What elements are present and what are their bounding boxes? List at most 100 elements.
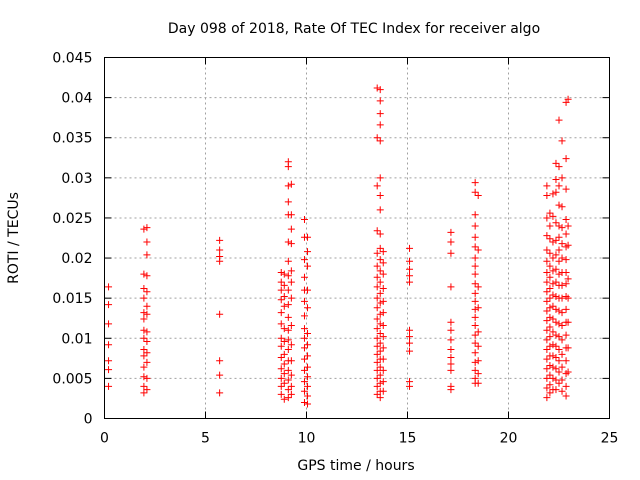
data-point <box>558 350 566 358</box>
data-point <box>376 121 384 129</box>
data-point <box>304 382 312 390</box>
data-point <box>471 289 479 297</box>
data-point <box>546 285 554 293</box>
data-point <box>552 251 560 259</box>
data-point <box>277 354 285 362</box>
data-point <box>543 232 551 240</box>
x-tick-label: 20 <box>500 431 518 447</box>
data-point <box>143 358 151 366</box>
data-point <box>143 288 151 296</box>
data-point <box>447 354 455 362</box>
data-point <box>376 329 384 337</box>
data-point <box>284 313 292 321</box>
data-point <box>543 365 551 373</box>
axis-ticks <box>104 57 610 419</box>
data-point <box>376 310 384 318</box>
data-point <box>140 294 148 302</box>
y-tick-labels: 0 0.005 0.01 0.015 0.02 0.025 0.03 0.035 0.04 0.0… <box>52 51 92 428</box>
data-point <box>406 333 414 341</box>
data-point <box>216 371 224 379</box>
data-point <box>216 389 224 397</box>
data-point <box>284 198 292 206</box>
data-point <box>143 302 151 310</box>
data-point <box>447 360 455 368</box>
data-point <box>555 346 563 354</box>
data-point <box>564 318 572 326</box>
data-point <box>373 262 381 270</box>
data-point <box>376 394 384 402</box>
data-point <box>140 270 148 278</box>
data-point <box>300 398 308 406</box>
data-point <box>558 254 566 262</box>
data-point <box>280 302 288 310</box>
data-point <box>216 257 224 265</box>
data-point <box>376 244 384 252</box>
data-point <box>143 374 151 382</box>
data-point <box>143 386 151 394</box>
data-point <box>373 374 381 382</box>
data-point <box>216 236 224 244</box>
data-point <box>406 382 414 390</box>
data-point <box>277 390 285 398</box>
y-tick-label: 0.04 <box>61 91 92 107</box>
data-point <box>474 379 482 387</box>
data-point <box>379 270 387 278</box>
data-point <box>300 297 308 305</box>
data-point <box>280 360 288 368</box>
data-point <box>447 283 455 291</box>
data-point <box>284 182 292 190</box>
data-point <box>304 400 312 408</box>
data-point <box>373 325 381 333</box>
data-point <box>143 251 151 259</box>
y-tick-label: 0.03 <box>61 171 92 187</box>
data-point <box>287 390 295 398</box>
data-point <box>543 278 551 286</box>
data-point <box>543 182 551 190</box>
data-point <box>304 392 312 400</box>
data-point <box>284 272 292 280</box>
data-point <box>552 342 560 350</box>
data-point <box>471 243 479 251</box>
data-point <box>105 341 113 349</box>
data-point <box>105 357 113 365</box>
chart-title: Day 098 of 2018, Rate Of TEC Index for r… <box>168 21 540 37</box>
data-point <box>555 333 563 341</box>
data-point <box>471 305 479 313</box>
data-point <box>300 273 308 281</box>
data-point <box>379 378 387 386</box>
data-point <box>546 294 554 302</box>
data-point <box>304 233 312 241</box>
data-point <box>373 382 381 390</box>
data-point <box>471 366 479 374</box>
data-point <box>105 283 113 291</box>
y-tick-label: 0.045 <box>52 51 92 67</box>
data-point <box>376 256 384 264</box>
data-point <box>471 358 479 366</box>
data-point <box>140 225 148 233</box>
data-point <box>140 346 148 354</box>
data-point <box>474 191 482 199</box>
data-point <box>105 320 113 328</box>
data-point <box>543 214 551 222</box>
data-point <box>287 341 295 349</box>
data-point <box>552 265 560 273</box>
data-point <box>277 374 285 382</box>
data-point <box>562 357 570 365</box>
y-tick-label: 0.005 <box>52 371 92 387</box>
data-point <box>284 376 292 384</box>
data-point <box>105 301 113 309</box>
data-point <box>471 179 479 187</box>
data-point <box>564 344 572 352</box>
data-point <box>143 328 151 336</box>
data-point <box>562 305 570 313</box>
data-point <box>373 294 381 302</box>
data-point <box>558 137 566 145</box>
y-tick-label: 0.025 <box>52 211 92 227</box>
data-point <box>546 389 554 397</box>
data-point <box>140 373 148 381</box>
data-point <box>555 222 563 230</box>
data-point <box>304 373 312 381</box>
data-point <box>287 180 295 188</box>
data-point <box>105 382 113 390</box>
